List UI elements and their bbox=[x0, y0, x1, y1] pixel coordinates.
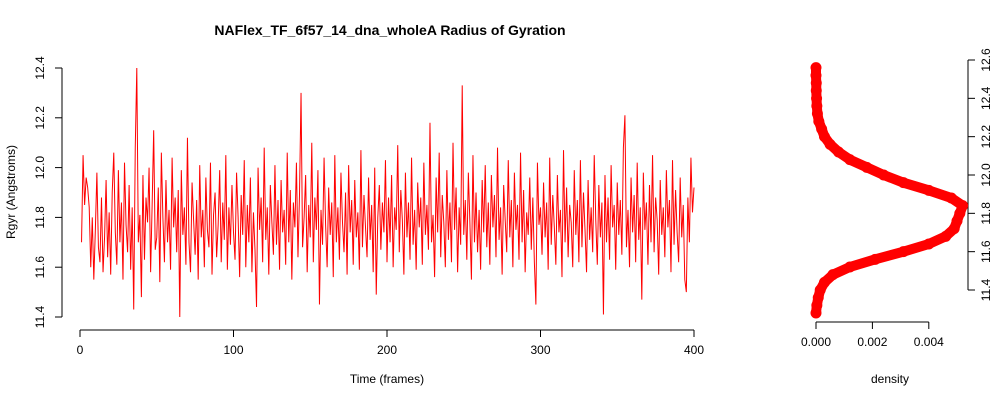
x-tick-label: 0.000 bbox=[801, 335, 831, 349]
y-tick-label: 12.2 bbox=[33, 106, 47, 130]
x-tick-label: 300 bbox=[530, 343, 550, 357]
y-tick-label: 12.0 bbox=[33, 156, 47, 180]
chart-title: NAFlex_TF_6f57_14_dna_wholeA Radius of G… bbox=[214, 22, 565, 38]
y-tick-label: 11.8 bbox=[33, 206, 47, 229]
x-tick-label: 0 bbox=[77, 343, 84, 357]
y-axis-label: Rgyr (Angstroms) bbox=[4, 145, 18, 239]
y-tick-label: 12.4 bbox=[33, 56, 47, 80]
y-tick-label: 12.6 bbox=[979, 48, 993, 72]
y-tick-label: 12.4 bbox=[979, 86, 993, 110]
y-tick-label: 12.0 bbox=[979, 163, 993, 187]
y-tick-label: 11.6 bbox=[979, 240, 993, 263]
y-tick-label: 11.8 bbox=[979, 202, 993, 225]
data-line bbox=[81, 67, 695, 318]
x-tick-label: 100 bbox=[223, 343, 243, 357]
x-axis-label: density bbox=[871, 372, 909, 386]
y-tick-label: 11.4 bbox=[33, 305, 47, 328]
x-tick-label: 200 bbox=[377, 343, 397, 357]
x-axis-label: Time (frames) bbox=[350, 372, 424, 386]
x-tick-label: 0.004 bbox=[914, 335, 944, 349]
x-tick-label: 0.002 bbox=[857, 335, 887, 349]
x-tick-label: 400 bbox=[684, 343, 704, 357]
y-tick-label: 12.2 bbox=[979, 125, 993, 149]
y-tick-label: 11.4 bbox=[979, 278, 993, 301]
y-tick-label: 11.6 bbox=[33, 256, 47, 279]
